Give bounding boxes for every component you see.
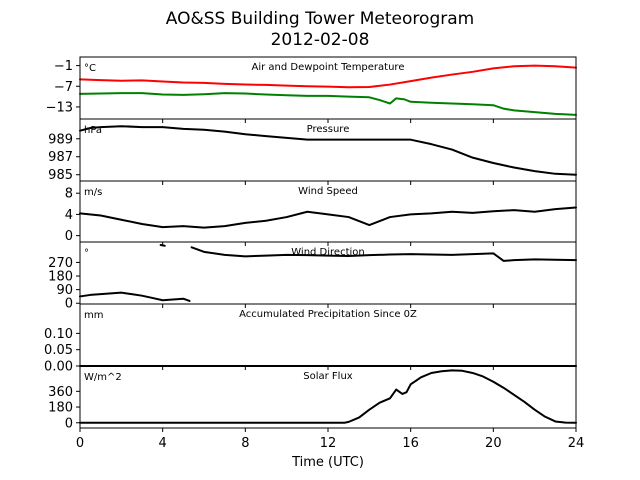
y-tick-label-temp-1: −7: [54, 80, 73, 95]
unit-label-solar: W/m^2: [84, 372, 122, 383]
y-tick-label-solar-1: 180: [48, 401, 73, 416]
y-tick-label-wspd-1: 4: [65, 208, 73, 223]
series-line-press-0: [79, 125, 577, 176]
y-tick-label-wspd-0: 8: [65, 187, 73, 202]
y-tick-label-temp-2: −13: [46, 100, 73, 115]
series-line-wspd-0: [79, 206, 577, 229]
y-tick-label-wspd-2: 0: [65, 229, 73, 244]
y-tick-label-wdir-2: 90: [56, 283, 73, 298]
y-tick-label-solar-0: 360: [48, 385, 73, 400]
chart-title: AO&SS Building Tower Meteorogram: [166, 9, 474, 29]
panel-press: 989 987 985 hPa Pressure: [48, 118, 577, 185]
x-tick-label-5: 20: [485, 436, 502, 451]
y-tick-label-precip-2: 0.00: [44, 360, 73, 375]
unit-label-temp: °C: [84, 63, 96, 74]
y-tick-label-wdir-1: 180: [48, 270, 73, 285]
panel-title-wdir: Wind Direction: [291, 247, 365, 258]
series-line-wdir-0: [79, 291, 191, 302]
series-line-solar-0: [79, 369, 577, 424]
panel-precip: 0.100.05 0.00 mm Accumulated Precipitation …: [44, 303, 577, 375]
unit-label-wspd: m/s: [84, 187, 102, 198]
panels-group: −1 −7 −13 °C Air and Dewpoint Temperature 989…: [44, 56, 577, 432]
panel-title-temp: Air and Dewpoint Temperature: [252, 62, 405, 73]
y-tick-label-wdir-0: 270: [48, 256, 73, 271]
y-tick-label-press-1: 987: [48, 150, 73, 165]
series-line-temp-0: [79, 64, 577, 89]
x-tick-label-0: 0: [76, 436, 84, 451]
x-tick-label-3: 12: [320, 436, 337, 451]
panel-title-precip: Accumulated Precipitation Since 0Z: [239, 309, 417, 320]
x-tick-label-4: 16: [402, 436, 419, 451]
x-axis-label: Time (UTC): [291, 455, 364, 470]
y-tick-label-precip-1: 0.05: [44, 343, 73, 358]
y-tick-label-press-2: 985: [48, 168, 73, 183]
series-line-wdir-2: [190, 246, 577, 262]
unit-label-wdir: °: [84, 248, 89, 259]
unit-label-precip: mm: [84, 310, 103, 321]
y-tick-label-precip-0: 0.10: [44, 327, 73, 342]
x-axis: 0 4 8 12 16 20 24: [76, 436, 584, 451]
panel-title-press: Pressure: [307, 124, 350, 135]
y-tick-label-temp-0: −1: [54, 59, 73, 74]
x-tick-label-6: 24: [568, 436, 585, 451]
series-line-wdir-1: [159, 244, 166, 247]
panel-wspd: 8 4 0 m/s Wind Speed: [65, 180, 577, 246]
y-tick-label-wdir-3: 0: [65, 297, 73, 312]
series-line-temp-1: [79, 92, 577, 116]
panel-title-solar: Solar Flux: [303, 371, 353, 382]
x-tick-label-1: 4: [159, 436, 167, 451]
x-tick-label-2: 8: [241, 436, 249, 451]
panel-temp: −1 −7 −13 °C Air and Dewpoint Temperature: [46, 56, 577, 123]
y-tick-label-press-0: 989: [48, 132, 73, 147]
chart-subtitle: 2012-02-08: [271, 30, 370, 50]
unit-label-press: hPa: [84, 125, 102, 136]
panel-title-wspd: Wind Speed: [298, 186, 358, 197]
y-tick-label-solar-2: 0: [65, 416, 73, 431]
